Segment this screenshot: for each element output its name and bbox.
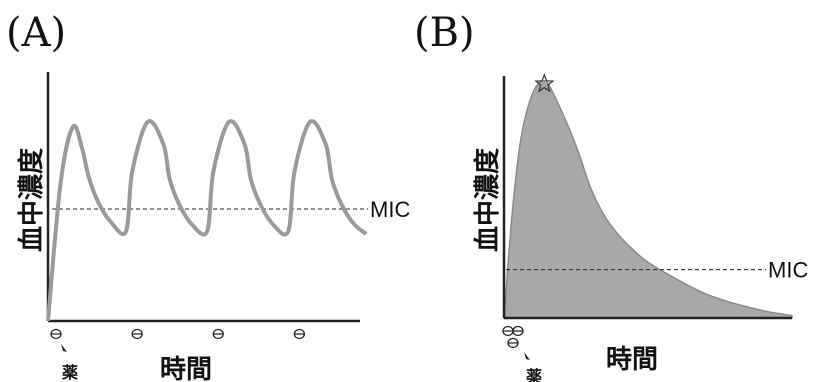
panel-a-arrow-icon xyxy=(61,344,67,352)
panel-a-concentration-line xyxy=(46,119,368,322)
panel-a-ylabel: 血中濃度 xyxy=(16,148,47,252)
panel-b-drug-label: 薬 xyxy=(525,367,543,382)
panel-b-arrow-icon xyxy=(524,352,530,360)
dose-pill-icon xyxy=(212,328,224,340)
panel-b: (B) 血中濃度 時間 MIC 薬 xyxy=(414,10,808,382)
panel-b-dose-marks xyxy=(502,325,524,349)
dose-pill-icon xyxy=(512,325,524,337)
panel-a-dose-marks xyxy=(50,328,306,340)
panel-a-label: (A) xyxy=(6,10,66,56)
dose-pill-icon xyxy=(502,325,514,337)
panel-a-drug-label: 薬 xyxy=(61,363,79,382)
panel-b-mic-label: MIC xyxy=(768,258,808,283)
dose-pill-icon xyxy=(131,328,143,340)
panel-b-peak-star-icon xyxy=(534,73,555,93)
panel-a: (A) 血中濃度 時間 MIC 薬 xyxy=(6,10,410,382)
panel-b-label: (B) xyxy=(414,10,475,56)
dose-pill-icon xyxy=(50,328,62,340)
panel-a-xlabel: 時間 xyxy=(160,355,212,382)
panel-b-xlabel: 時間 xyxy=(606,345,658,375)
panel-b-concentration-area xyxy=(503,80,793,319)
panel-a-mic-label: MIC xyxy=(370,197,410,222)
panel-b-ylabel: 血中濃度 xyxy=(472,148,503,252)
dose-pill-icon xyxy=(507,337,519,349)
dose-pill-icon xyxy=(293,328,306,340)
